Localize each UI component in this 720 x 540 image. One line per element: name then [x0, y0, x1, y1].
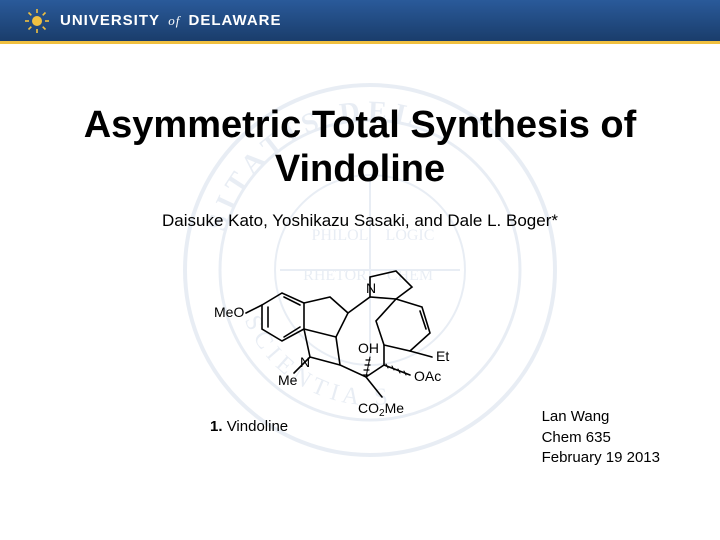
molecule-structure: MeO N N Me OH Et OAc CO2Me	[200, 257, 520, 437]
slide-title: Asymmetric Total Synthesis of Vindoline	[30, 104, 690, 191]
brand-text: UNIVERSITY of DELAWARE	[60, 12, 282, 29]
course-code: Chem 635	[542, 428, 660, 448]
label-me: Me	[278, 372, 298, 388]
caption-text: Vindoline	[227, 418, 288, 435]
header-bar: UNIVERSITY of DELAWARE	[0, 0, 720, 44]
presentation-date: February 19 2013	[542, 448, 660, 468]
label-oac: OAc	[414, 368, 441, 384]
presenter-block: Lan Wang Chem 635 February 19 2013	[542, 407, 660, 468]
label-n-top: N	[366, 280, 376, 296]
figure-caption: 1. Vindoline	[210, 418, 288, 435]
label-oh: OH	[358, 340, 379, 356]
sun-icon	[24, 8, 50, 34]
authors-line: Daisuke Kato, Yoshikazu Sasaki, and Dale…	[30, 211, 690, 231]
brand-of: of	[168, 13, 180, 28]
label-meo: MeO	[214, 304, 244, 320]
brand-logo: UNIVERSITY of DELAWARE	[24, 8, 282, 34]
caption-number: 1.	[210, 418, 223, 435]
label-et: Et	[436, 348, 449, 364]
brand-delaware: DELAWARE	[188, 12, 281, 29]
brand-university: UNIVERSITY	[60, 12, 160, 29]
label-co2me: CO2Me	[358, 400, 404, 419]
presenter-name: Lan Wang	[542, 407, 660, 427]
label-n-me: N	[300, 354, 310, 370]
slide-content: Asymmetric Total Synthesis of Vindoline …	[0, 44, 720, 442]
